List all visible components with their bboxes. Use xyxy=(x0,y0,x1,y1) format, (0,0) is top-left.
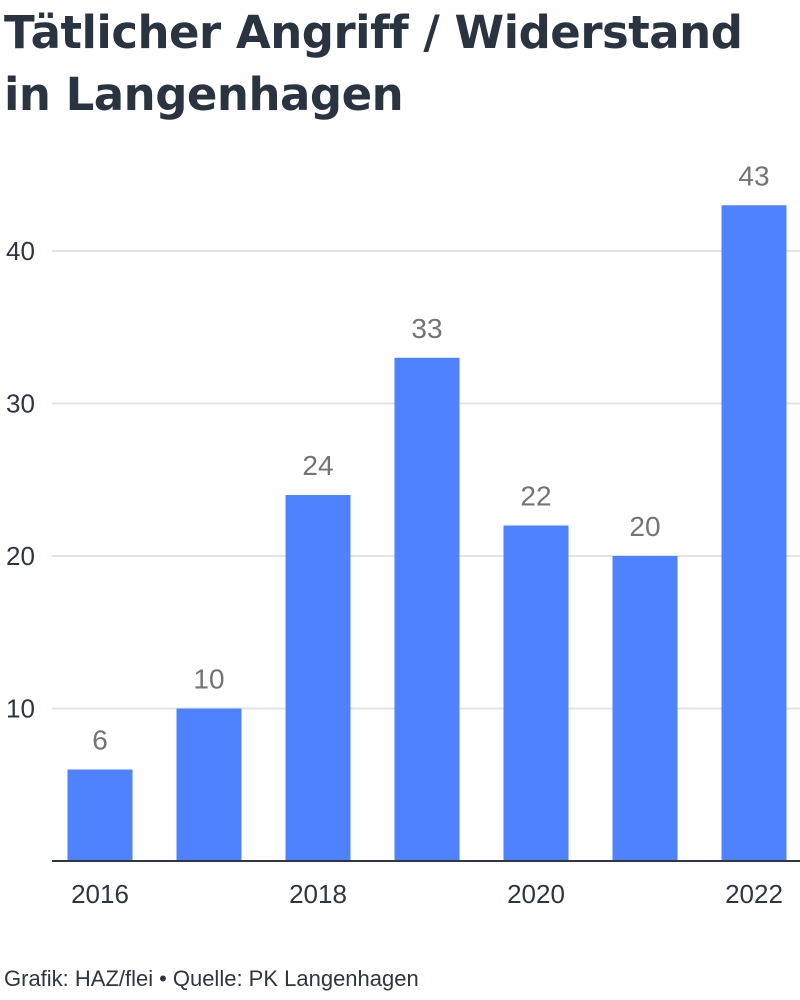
footer-separator: • xyxy=(159,966,167,991)
data-labels: 6 10 24 33 22 20 43 xyxy=(92,160,769,755)
bar-2019 xyxy=(394,357,460,861)
bar-chart: 10 20 30 40 6 10 24 33 22 20 43 2016 2018 2020 2022 xyxy=(6,160,800,909)
data-label-2019: 33 xyxy=(411,313,442,344)
footer-source: Quelle: PK Langenhagen xyxy=(172,966,419,991)
y-tick-label-30: 30 xyxy=(6,389,35,419)
data-label-2017: 10 xyxy=(193,664,224,695)
bars xyxy=(67,205,787,861)
footer-credit: Grafik: HAZ/flei xyxy=(4,966,154,991)
y-tick-label-20: 20 xyxy=(6,541,35,571)
bar-2018 xyxy=(285,495,351,861)
chart-title: Tätlicher Angriff / Widerstand in Langen… xyxy=(4,6,743,121)
x-tick-label-2020: 2020 xyxy=(507,879,565,909)
bar-2020 xyxy=(503,525,569,861)
y-tick-label-10: 10 xyxy=(6,694,35,724)
x-tick-label-2018: 2018 xyxy=(289,879,347,909)
data-label-2021: 20 xyxy=(629,511,660,542)
x-axis-labels: 2016 2018 2020 2022 xyxy=(71,879,783,909)
data-label-2022: 43 xyxy=(738,160,769,191)
x-tick-label-2016: 2016 xyxy=(71,879,129,909)
bar-2016 xyxy=(67,769,133,861)
data-label-2016: 6 xyxy=(92,725,108,756)
x-tick-label-2022: 2022 xyxy=(725,879,783,909)
y-tick-label-40: 40 xyxy=(6,236,35,266)
bar-2017 xyxy=(176,708,242,861)
bar-2022 xyxy=(721,205,787,861)
footer: Grafik: HAZ/flei • Quelle: PK Langenhagen xyxy=(4,966,419,992)
y-axis-labels: 10 20 30 40 xyxy=(6,236,35,724)
data-label-2020: 22 xyxy=(520,481,551,512)
data-label-2018: 24 xyxy=(302,450,333,481)
bar-2021 xyxy=(612,556,678,861)
